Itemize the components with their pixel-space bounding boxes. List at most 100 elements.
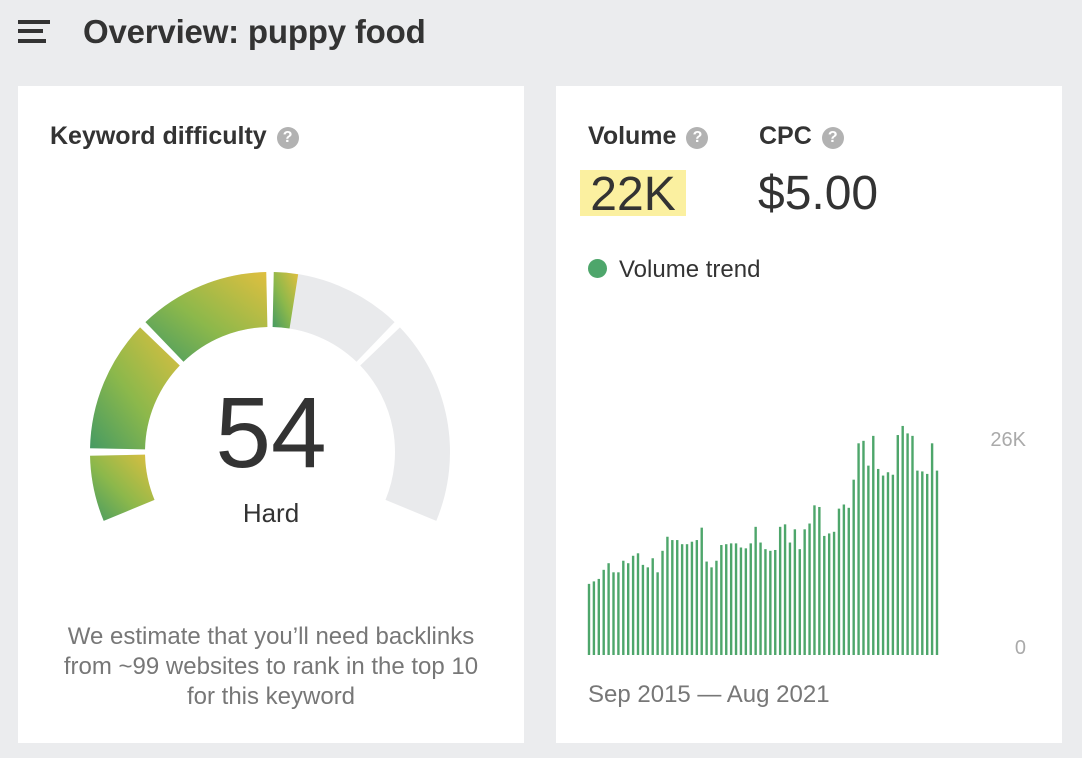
menu-line xyxy=(18,20,50,24)
volume-bar[interactable] xyxy=(886,472,890,655)
question-circle-icon[interactable]: ? xyxy=(686,127,709,149)
volume-bar[interactable] xyxy=(631,555,635,655)
volume-bar[interactable] xyxy=(906,433,909,655)
volume-bar[interactable] xyxy=(602,569,605,655)
gauge-segment-fill xyxy=(90,327,180,450)
volume-bar[interactable] xyxy=(622,560,625,655)
volume-bar[interactable] xyxy=(720,545,723,655)
gauge-segment-fill xyxy=(90,454,155,521)
volume-bar[interactable] xyxy=(867,465,870,655)
volume-bar[interactable] xyxy=(749,543,752,655)
volume-bar[interactable] xyxy=(798,549,801,655)
volume-bar[interactable] xyxy=(759,542,762,655)
volume-bar[interactable] xyxy=(813,505,816,655)
volume-bar[interactable] xyxy=(666,536,669,655)
date-range-label: Sep 2015 — Aug 2021 xyxy=(588,681,830,708)
volume-bar[interactable] xyxy=(646,567,650,655)
volume-bar[interactable] xyxy=(680,544,684,655)
volume-bar[interactable] xyxy=(881,475,885,655)
menu-line xyxy=(18,29,43,33)
keyword-difficulty-title: Keyword difficulty xyxy=(50,122,267,150)
difficulty-description: We estimate that you’ll need backlinks f… xyxy=(63,623,479,710)
volume-bar[interactable] xyxy=(676,540,679,655)
volume-bar[interactable] xyxy=(607,563,610,655)
volume-bar[interactable] xyxy=(837,508,841,655)
volume-bar[interactable] xyxy=(916,470,919,655)
volume-bar[interactable] xyxy=(695,540,699,655)
volume-bar[interactable] xyxy=(690,541,694,655)
volume-bar[interactable] xyxy=(783,524,787,655)
gauge-segment-track xyxy=(360,327,450,521)
difficulty-level: Hard xyxy=(242,498,300,528)
volume-bar[interactable] xyxy=(739,547,743,656)
volume-bar[interactable] xyxy=(921,471,924,655)
volume-header: Volume? xyxy=(588,122,709,151)
legend-dot-icon xyxy=(588,259,607,278)
volume-bar[interactable] xyxy=(754,526,757,655)
volume-bar[interactable] xyxy=(627,563,630,655)
volume-bar[interactable] xyxy=(641,564,645,655)
volume-bar[interactable] xyxy=(651,558,654,655)
volume-bar[interactable] xyxy=(592,581,596,655)
volume-bar[interactable] xyxy=(891,474,895,655)
volume-bar[interactable] xyxy=(818,506,821,655)
volume-bar[interactable] xyxy=(710,567,713,655)
cpc-header: CPC? xyxy=(759,122,844,151)
volume-bar[interactable] xyxy=(862,440,865,655)
volume-bar[interactable] xyxy=(715,560,718,655)
volume-bar[interactable] xyxy=(852,479,855,655)
volume-bar[interactable] xyxy=(901,425,904,655)
keyword-difficulty-header: Keyword difficulty? xyxy=(50,122,299,151)
volume-bar[interactable] xyxy=(685,544,689,655)
volume-bar[interactable] xyxy=(612,572,615,655)
volume-bar[interactable] xyxy=(617,572,620,655)
volume-bar[interactable] xyxy=(778,526,782,655)
volume-bar[interactable] xyxy=(842,504,846,656)
volume-bar[interactable] xyxy=(764,549,767,655)
volume-bar[interactable] xyxy=(926,473,929,655)
cpc-title: CPC xyxy=(759,122,812,150)
volume-bar[interactable] xyxy=(700,527,703,655)
keyword-difficulty-card: Keyword difficulty? 54 Hard We estimate … xyxy=(18,86,524,743)
volume-bar[interactable] xyxy=(832,531,836,655)
difficulty-gauge xyxy=(90,272,450,521)
volume-bar[interactable] xyxy=(587,583,591,655)
volume-bar[interactable] xyxy=(793,529,797,655)
volume-trend-chart xyxy=(587,425,939,656)
question-circle-icon[interactable]: ? xyxy=(276,127,299,149)
volume-bar[interactable] xyxy=(705,561,708,655)
volume-bar[interactable] xyxy=(872,435,875,655)
gauge-segment-fill xyxy=(145,272,268,362)
volume-bar[interactable] xyxy=(876,468,880,655)
volume-bar[interactable] xyxy=(847,507,850,655)
chart-legend: Volume trend xyxy=(588,256,760,284)
volume-bar[interactable] xyxy=(896,435,899,655)
volume-bar[interactable] xyxy=(671,540,674,655)
volume-bar[interactable] xyxy=(734,543,738,655)
volume-bar[interactable] xyxy=(823,535,826,655)
volume-bar[interactable] xyxy=(656,572,659,655)
volume-bar[interactable] xyxy=(744,548,748,655)
volume-bar[interactable] xyxy=(827,533,831,655)
difficulty-score: 54 xyxy=(215,377,327,489)
hamburger-menu-icon[interactable] xyxy=(18,20,50,44)
volume-bar[interactable] xyxy=(788,542,792,655)
volume-bar[interactable] xyxy=(930,443,934,655)
volume-bar[interactable] xyxy=(803,529,806,655)
volume-bar[interactable] xyxy=(911,435,914,655)
page-header: Overview: puppy food xyxy=(0,0,1082,70)
cpc-value: $5.00 xyxy=(758,167,879,220)
volume-bar[interactable] xyxy=(935,470,939,655)
volume-bar[interactable] xyxy=(661,550,664,655)
volume-bar[interactable] xyxy=(729,543,733,655)
volume-bar[interactable] xyxy=(808,523,811,655)
menu-line xyxy=(18,39,46,43)
volume-bar[interactable] xyxy=(774,549,777,655)
volume-bar[interactable] xyxy=(725,544,728,655)
volume-bar[interactable] xyxy=(857,443,860,655)
question-circle-icon[interactable]: ? xyxy=(821,127,844,149)
volume-bar[interactable] xyxy=(636,553,640,655)
volume-bar[interactable] xyxy=(597,578,600,655)
page-title: Overview: puppy food xyxy=(83,13,426,50)
volume-bar[interactable] xyxy=(769,550,772,655)
